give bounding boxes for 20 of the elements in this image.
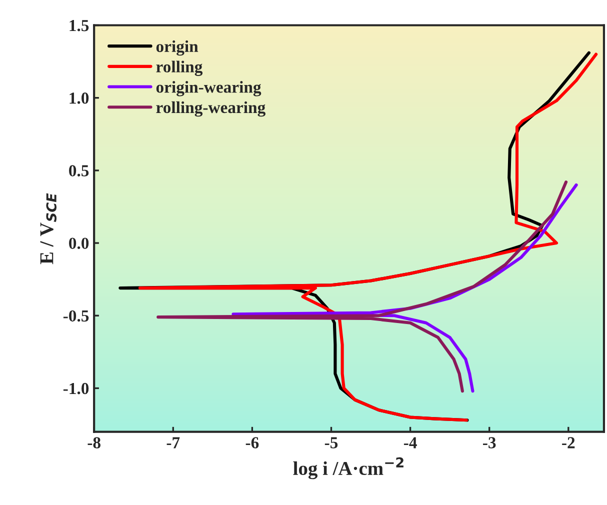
legend-label: origin-wearing [156,81,262,96]
legend-label: origin [156,40,198,56]
y-tick-label: 0.0 [69,238,89,250]
y-tick-label: -0.5 [63,310,89,322]
x-axis-title: log i /A·cm$^{−2}$ [293,457,404,480]
y-tick-label: 0.5 [69,165,89,176]
legend-label: rolling-wearing [156,101,266,117]
y-tick-label: -1.0 [63,382,89,394]
x-tick-label: -2 [562,437,575,448]
legend-label: rolling [156,60,203,76]
x-tick-label: -7 [166,437,180,448]
x-tick-label: -3 [483,437,496,448]
y-axis-title: E / V$_{SCE}$ [40,193,57,264]
x-tick-label: -6 [246,437,259,448]
x-tick-label: -5 [324,437,338,448]
y-tick-label: 1.0 [70,92,89,104]
x-tick-label: -8 [88,437,100,448]
x-tick-label: -4 [404,437,417,448]
line-series [156,180,568,393]
y-tick-label: 1.5 [70,20,89,32]
